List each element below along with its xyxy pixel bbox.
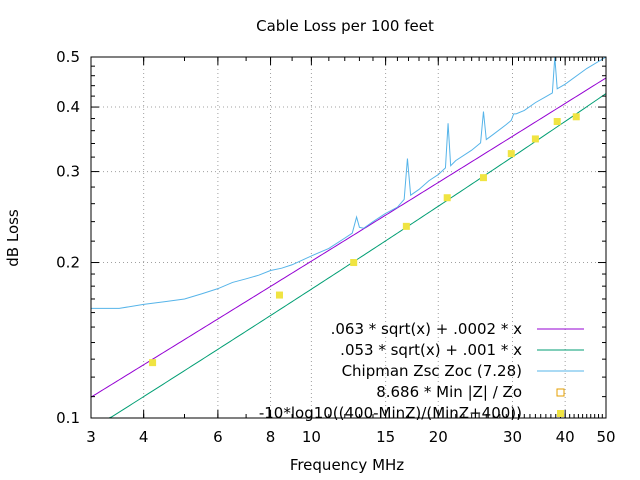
series-lines [90, 56, 607, 419]
chart-title: Cable Loss per 100 feet [256, 17, 434, 35]
y-tick-labels: 0.1 0.2 0.3 0.4 0.5 [56, 48, 80, 427]
plot-border [90, 56, 607, 419]
legend-marker [556, 388, 565, 397]
legend-label: .053 * sqrt(x) + .001 * x [340, 341, 522, 359]
x-tick-label: 3 [86, 428, 96, 446]
x-tick-label: 8 [266, 428, 276, 446]
data-point [402, 222, 410, 230]
data-point [443, 194, 451, 202]
x-tick-labels: 3 4 6 8 10 15 20 30 40 50 [86, 428, 615, 446]
y-tick-label: 0.2 [56, 254, 80, 272]
x-axis-label: Frequency MHz [290, 456, 404, 474]
y-tick-label: 0.1 [56, 409, 80, 427]
y-axis-label: dB Loss [4, 209, 22, 267]
legend-marker [557, 410, 564, 417]
y-tick-label: 0.5 [56, 48, 80, 66]
series-line-2 [91, 56, 607, 309]
legend-label: 8.686 * Min |Z| / Zo [376, 383, 522, 401]
legend-label: .063 * sqrt(x) + .0002 * x [331, 320, 522, 338]
data-point [531, 135, 539, 143]
series-line-1 [91, 93, 607, 419]
x-tick-label: 4 [139, 428, 149, 446]
y-tick-label: 0.3 [56, 163, 80, 181]
data-markers [149, 113, 580, 367]
data-point [479, 174, 487, 182]
legend-label: Chipman Zsc Zoc (7.28) [342, 362, 522, 380]
data-point [275, 291, 283, 299]
legend: .063 * sqrt(x) + .0002 * x .053 * sqrt(x)… [259, 320, 584, 422]
data-point [350, 259, 358, 267]
data-point [507, 150, 515, 158]
x-tick-label: 15 [376, 428, 395, 446]
x-tick-label: 30 [503, 428, 522, 446]
x-tick-label: 20 [429, 428, 448, 446]
x-tick-label: 40 [556, 428, 575, 446]
x-tick-label: 6 [213, 428, 223, 446]
series-line-0 [90, 77, 607, 398]
legend-label: -10*log10((400-MinZ)/(MinZ+400)) [259, 404, 522, 422]
data-point [553, 118, 561, 126]
x-tick-label: 10 [302, 428, 321, 446]
y-tick-label: 0.4 [56, 98, 80, 116]
data-point [572, 113, 580, 121]
axis-ticks [90, 56, 607, 419]
x-tick-label: 50 [596, 428, 615, 446]
data-point [149, 359, 157, 367]
